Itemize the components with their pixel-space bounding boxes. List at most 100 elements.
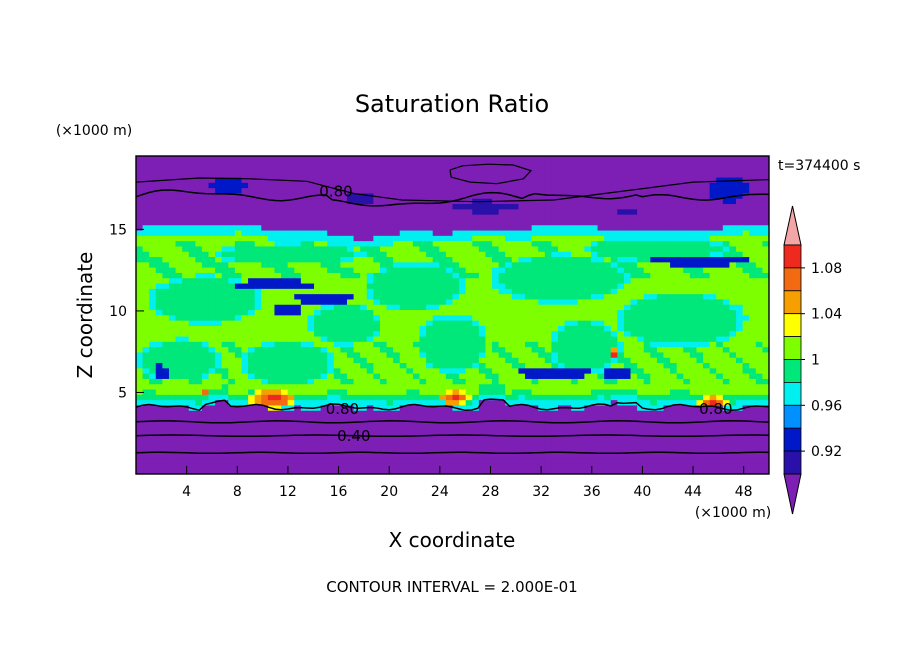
heatmap-cell bbox=[643, 325, 651, 332]
heatmap-cell bbox=[683, 463, 691, 470]
heatmap-cell bbox=[617, 315, 625, 321]
heatmap-cell bbox=[459, 267, 467, 273]
heatmap-cell bbox=[136, 336, 143, 342]
heatmap-cell bbox=[656, 368, 664, 374]
heatmap-cell bbox=[439, 320, 447, 326]
heatmap-cell bbox=[208, 171, 216, 178]
heatmap-cell bbox=[327, 214, 335, 220]
heatmap-cell bbox=[485, 177, 493, 183]
heatmap-cell bbox=[307, 447, 315, 454]
heatmap-cell bbox=[650, 436, 658, 443]
heatmap-cell bbox=[432, 368, 440, 374]
heatmap-cell bbox=[439, 293, 447, 300]
heatmap-cell bbox=[254, 156, 262, 162]
heatmap-cell bbox=[294, 315, 302, 321]
heatmap-cell bbox=[228, 426, 236, 432]
heatmap-cell bbox=[637, 394, 645, 401]
heatmap-cell bbox=[412, 341, 420, 348]
heatmap-cell bbox=[544, 309, 552, 316]
heatmap-cell bbox=[182, 389, 190, 395]
heatmap-cell bbox=[228, 171, 236, 178]
heatmap-cell bbox=[228, 309, 236, 316]
heatmap-cell bbox=[136, 272, 143, 279]
heatmap-cell bbox=[320, 442, 328, 448]
heatmap-cell bbox=[379, 267, 387, 273]
heatmap-cell bbox=[412, 330, 420, 337]
heatmap-cell bbox=[577, 267, 585, 273]
heatmap-cell bbox=[234, 187, 242, 194]
heatmap-cell bbox=[406, 373, 414, 379]
heatmap-cell bbox=[208, 447, 216, 454]
heatmap-cell bbox=[419, 336, 427, 342]
heatmap-cell bbox=[478, 373, 486, 379]
heatmap-cell bbox=[564, 235, 572, 242]
heatmap-cell bbox=[412, 256, 420, 263]
heatmap-cell bbox=[485, 277, 493, 284]
heatmap-cell bbox=[472, 277, 480, 284]
heatmap-cell bbox=[281, 426, 288, 432]
heatmap-cell bbox=[551, 468, 559, 475]
heatmap-cell bbox=[175, 246, 183, 252]
heatmap-cell bbox=[478, 166, 486, 173]
heatmap-cell bbox=[360, 362, 368, 369]
heatmap-cell bbox=[221, 389, 229, 395]
heatmap-cell bbox=[287, 320, 295, 326]
heatmap-cell bbox=[281, 161, 288, 167]
heatmap-cell bbox=[366, 171, 374, 178]
heatmap-cell bbox=[327, 277, 335, 284]
heatmap-cell bbox=[221, 468, 229, 475]
heatmap-cell bbox=[630, 272, 638, 279]
heatmap-cell bbox=[571, 203, 579, 210]
heatmap-cell bbox=[241, 283, 249, 289]
heatmap-cell bbox=[353, 246, 361, 252]
heatmap-cell bbox=[393, 362, 401, 369]
heatmap-cell bbox=[492, 436, 499, 443]
heatmap-cell bbox=[347, 309, 354, 316]
heatmap-cell bbox=[228, 299, 236, 305]
heatmap-cell bbox=[518, 299, 526, 305]
heatmap-cell bbox=[149, 240, 157, 247]
heatmap-cell bbox=[327, 272, 335, 279]
heatmap-cell bbox=[518, 182, 526, 189]
heatmap-cell bbox=[663, 373, 671, 379]
heatmap-cell bbox=[485, 362, 493, 369]
heatmap-cell bbox=[426, 346, 434, 353]
heatmap-cell bbox=[419, 219, 427, 226]
heatmap-cell bbox=[511, 240, 519, 247]
heatmap-cell bbox=[274, 267, 282, 273]
heatmap-cell bbox=[610, 262, 618, 268]
heatmap-cell bbox=[221, 193, 229, 199]
heatmap-cell bbox=[663, 240, 671, 247]
heatmap-cell bbox=[452, 182, 460, 189]
heatmap-cell bbox=[518, 383, 526, 390]
heatmap-cell bbox=[353, 399, 361, 406]
heatmap-cell bbox=[162, 219, 170, 226]
heatmap-cell bbox=[597, 246, 605, 252]
heatmap-cell bbox=[663, 304, 671, 311]
heatmap-cell bbox=[544, 357, 552, 364]
heatmap-cell bbox=[221, 299, 229, 305]
heatmap-cell bbox=[505, 267, 513, 273]
heatmap-cell bbox=[241, 256, 249, 263]
heatmap-cell bbox=[386, 193, 394, 199]
heatmap-cell bbox=[182, 463, 190, 470]
heatmap-cell bbox=[445, 336, 453, 342]
heatmap-cell bbox=[551, 283, 559, 289]
heatmap-cell bbox=[412, 177, 420, 183]
heatmap-cell bbox=[248, 389, 256, 395]
heatmap-cell bbox=[195, 182, 203, 189]
heatmap-cell bbox=[208, 341, 216, 348]
heatmap-cell bbox=[650, 378, 658, 385]
heatmap-cell bbox=[630, 362, 638, 369]
heatmap-cell bbox=[307, 198, 315, 205]
heatmap-cell bbox=[650, 209, 658, 215]
heatmap-cell bbox=[261, 182, 269, 189]
heatmap-cell bbox=[472, 182, 480, 189]
heatmap-cell bbox=[281, 209, 288, 215]
heatmap-cell bbox=[432, 166, 440, 173]
heatmap-cell bbox=[617, 415, 625, 422]
heatmap-cell bbox=[544, 405, 552, 411]
heatmap-cell bbox=[188, 230, 196, 236]
heatmap-cell bbox=[393, 452, 401, 459]
heatmap-cell bbox=[155, 203, 163, 210]
